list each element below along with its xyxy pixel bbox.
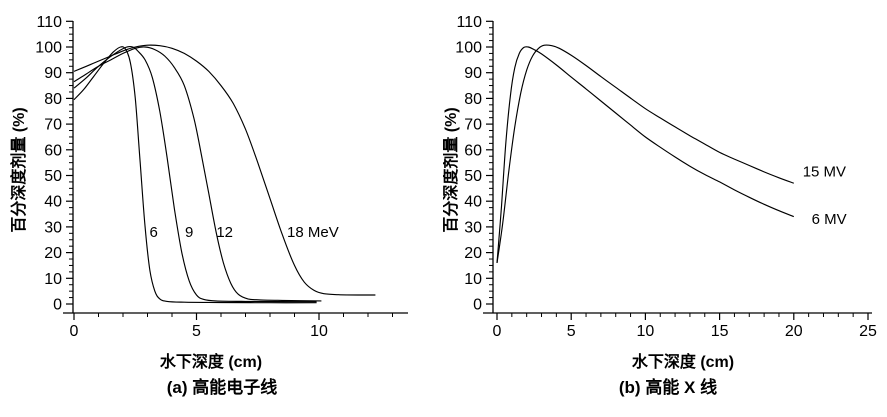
y-tick-label: 50: [464, 168, 482, 185]
y-tick-label: 110: [36, 14, 62, 31]
x-tick-label: 10: [637, 323, 655, 340]
y-tick-label: 30: [44, 219, 62, 236]
curve-label-18-mev: 18 MeV: [287, 224, 339, 241]
x-tick-label: 20: [785, 323, 803, 340]
x-axis-title: 水下深度 (cm): [632, 352, 734, 371]
y-tick-label: 10: [44, 271, 62, 288]
curve-6-mev: [73, 46, 317, 304]
y-tick-label: 0: [53, 297, 62, 314]
x-tick-label: 15: [711, 323, 729, 340]
electron-beam-pdd-chart: 0 10 20 30 40 50 60 70 80 90 100 110 0 5 10 百分深度剂量 (%) 水…: [9, 14, 408, 397]
curve-6-mv: [496, 46, 795, 263]
y-tick-label: 110: [456, 14, 482, 31]
x-tick-label: 0: [70, 323, 79, 340]
y-tick-label: 30: [464, 219, 482, 236]
y-tick-label: 100: [455, 40, 482, 57]
y-tick-label: 90: [44, 65, 62, 82]
x-tick-label: 0: [493, 323, 502, 340]
y-tick-label: 0: [473, 297, 482, 314]
curve-18-mev: [73, 44, 376, 296]
curve-label-12: 12: [216, 224, 233, 241]
y-tick-label: 100: [35, 40, 62, 57]
y-tick-label: 70: [44, 117, 62, 134]
curve-label-9: 9: [185, 224, 193, 241]
curve-label-15-mv: 15 MV: [803, 164, 846, 181]
x-axis-title: 水下深度 (cm): [160, 352, 262, 371]
curve-label-6-mv: 6 MV: [812, 211, 847, 228]
panel-caption: (a) 高能电子线: [167, 377, 278, 397]
y-axis-title: 百分深度剂量 (%): [443, 107, 460, 232]
y-axis-title: 百分深度剂量 (%): [9, 107, 28, 232]
panel-caption: (b) 高能 X 线: [619, 377, 717, 397]
x-tick-label: 5: [192, 323, 201, 340]
y-tick-label: 20: [44, 245, 62, 262]
xray-beam-pdd-chart: 0 10 20 30 40 50 60 70 80 90 100 110 0 5 10 15 20 25 百分深度剂…: [443, 14, 877, 397]
y-tick-label: 80: [464, 91, 482, 108]
y-tick-label: 60: [44, 142, 62, 159]
x-tick-label: 25: [859, 323, 877, 340]
y-tick-label: 40: [44, 194, 62, 211]
x-tick-label: 5: [567, 323, 576, 340]
y-tick-label: 50: [44, 168, 62, 185]
curve-12-mev: [73, 46, 322, 302]
curve-label-6: 6: [149, 224, 157, 241]
curve-15-mv: [496, 44, 794, 263]
y-tick-label: 60: [464, 142, 482, 159]
curve-9-mev: [73, 45, 317, 303]
y-tick-label: 90: [464, 65, 482, 82]
y-tick-label: 70: [464, 117, 482, 134]
y-tick-label: 80: [44, 91, 62, 108]
y-tick-label: 40: [464, 194, 482, 211]
x-tick-label: 10: [310, 323, 328, 340]
y-tick-label: 20: [464, 245, 482, 262]
y-tick-label: 10: [464, 271, 482, 288]
